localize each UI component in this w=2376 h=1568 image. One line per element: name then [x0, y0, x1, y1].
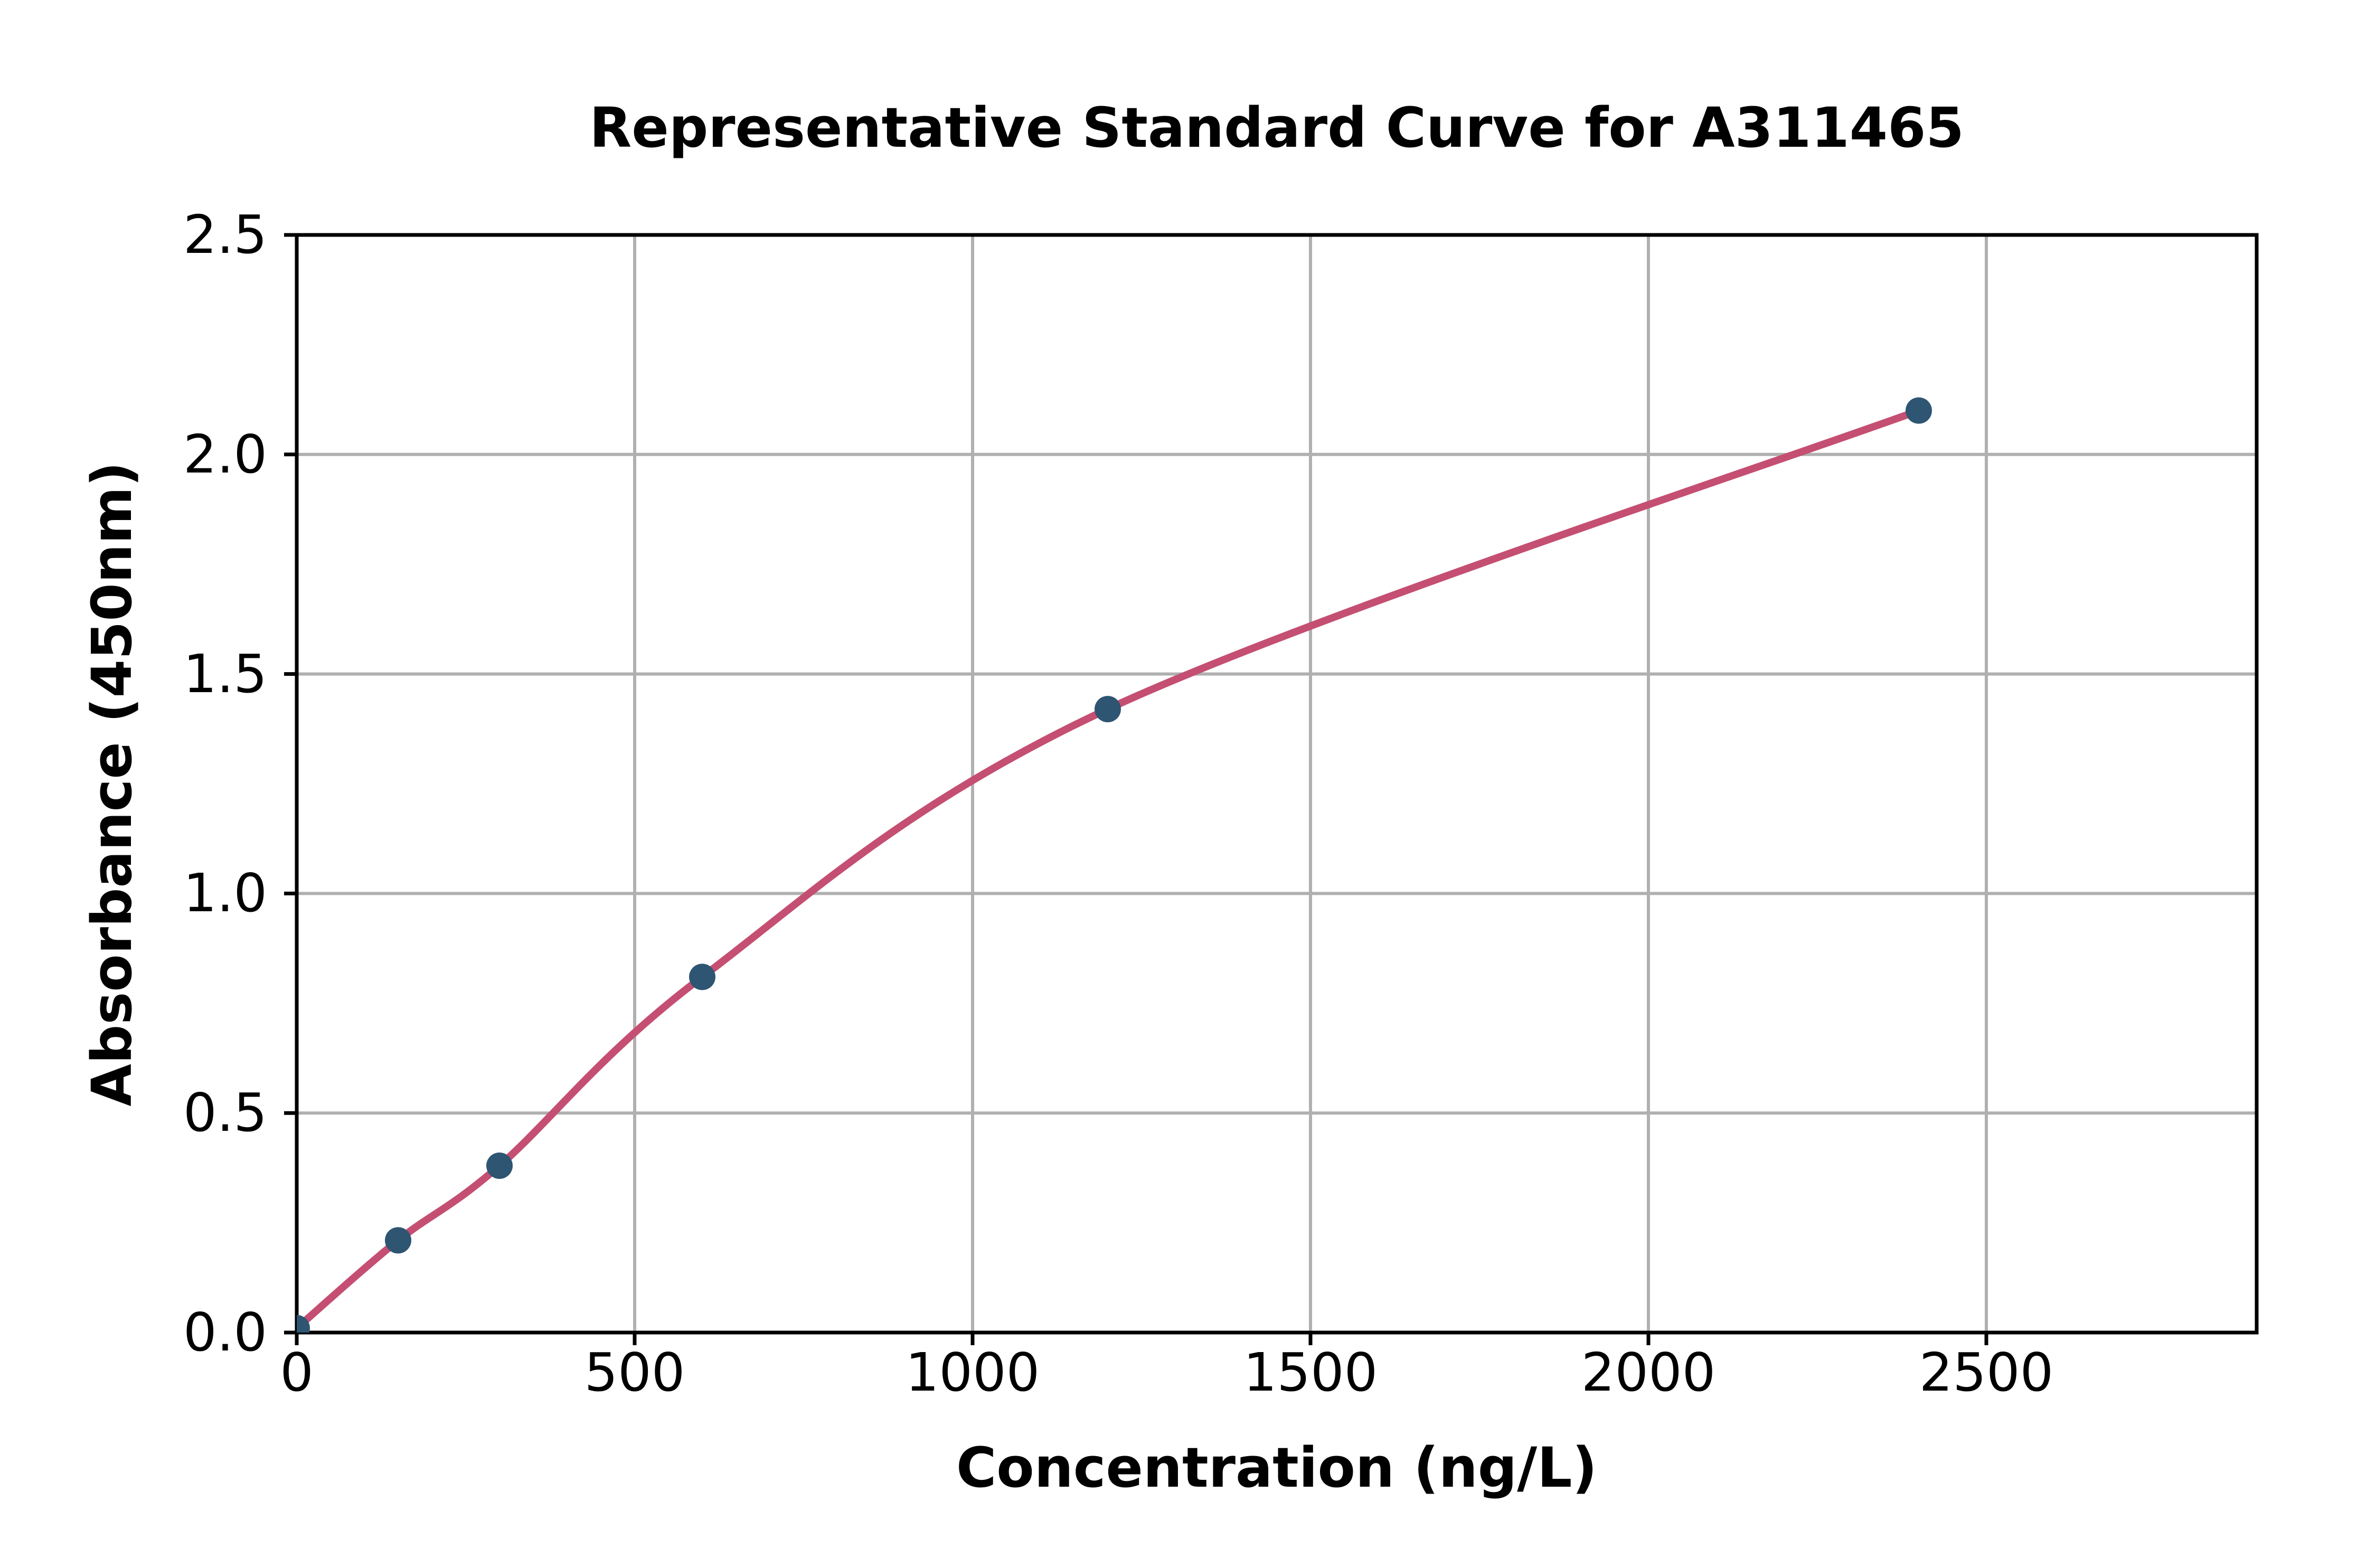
x-tick-label-1500: 1500 [1243, 1342, 1378, 1403]
x-tick-label-2500: 2500 [1919, 1342, 2054, 1403]
data-point-0 [297, 1315, 310, 1333]
x-tick-label-1000: 1000 [905, 1342, 1040, 1403]
gridlines [297, 233, 2257, 1333]
data-point-1200 [1095, 696, 1121, 723]
y-tick-label-1.0: 1.0 [183, 862, 267, 924]
data-point-300 [486, 1152, 513, 1179]
x-tick-label-500: 500 [584, 1342, 685, 1403]
data-points [297, 397, 1932, 1333]
y-axis-label: Absorbance (450nm) [80, 461, 144, 1107]
axis-ticks [284, 233, 1988, 1345]
data-point-2400 [1906, 397, 1932, 424]
x-tick-label-2000: 2000 [1581, 1342, 1716, 1403]
x-axis-label: Concentration (ng/L) [956, 1435, 1598, 1500]
y-tick-label-2.0: 2.0 [183, 423, 267, 485]
y-tick-label-2.5: 2.5 [183, 204, 267, 266]
y-tick-label-0.0: 0.0 [183, 1301, 267, 1363]
data-point-150 [385, 1227, 411, 1254]
x-tick-label-0: 0 [280, 1342, 314, 1403]
y-tick-label-0.5: 0.5 [183, 1082, 267, 1144]
plot-border [295, 233, 2259, 1335]
chart-title: Representative Standard Curve for A31146… [589, 96, 1964, 160]
y-tick-label-1.5: 1.5 [183, 643, 267, 705]
fit-curve-line [297, 407, 1922, 1332]
data-point-600 [689, 964, 715, 990]
